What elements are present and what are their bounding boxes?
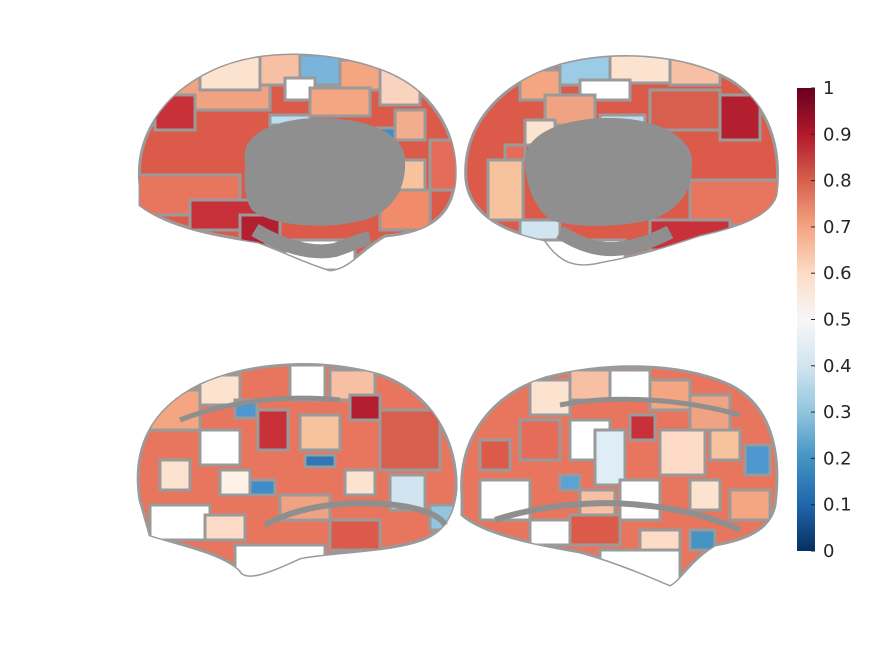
colorbar-tick-label: 1 <box>823 78 834 99</box>
colorbar-tick-label: 0.1 <box>823 495 852 516</box>
colorbar-tick-label: 0.7 <box>823 217 852 238</box>
colorbar-tick-label: 0.8 <box>823 171 852 192</box>
brain-left-lateral <box>136 363 458 577</box>
colorbar-tick-label: 0.9 <box>823 124 852 145</box>
colorbar-tick-label: 0.2 <box>823 448 852 469</box>
colorbar-ticks: 0 0.1 0.2 0.3 0.4 0.5 0.6 0.7 0.8 0.9 1 <box>811 78 852 562</box>
colorbar-gradient <box>797 88 815 551</box>
colorbar-tick-label: 0.6 <box>823 263 852 284</box>
colorbar-tick-label: 0.3 <box>823 402 852 423</box>
brain-right-lateral <box>460 365 779 587</box>
colorbar-tick-label: 0 <box>823 541 834 562</box>
colorbar-tick-label: 0.4 <box>823 356 852 377</box>
colorbar: 0 0.1 0.2 0.3 0.4 0.5 0.6 0.7 0.8 0.9 1 <box>797 78 852 562</box>
brain-left-medial <box>137 53 457 272</box>
colorbar-tick-label: 0.5 <box>823 310 852 331</box>
brain-right-medial <box>464 55 779 266</box>
